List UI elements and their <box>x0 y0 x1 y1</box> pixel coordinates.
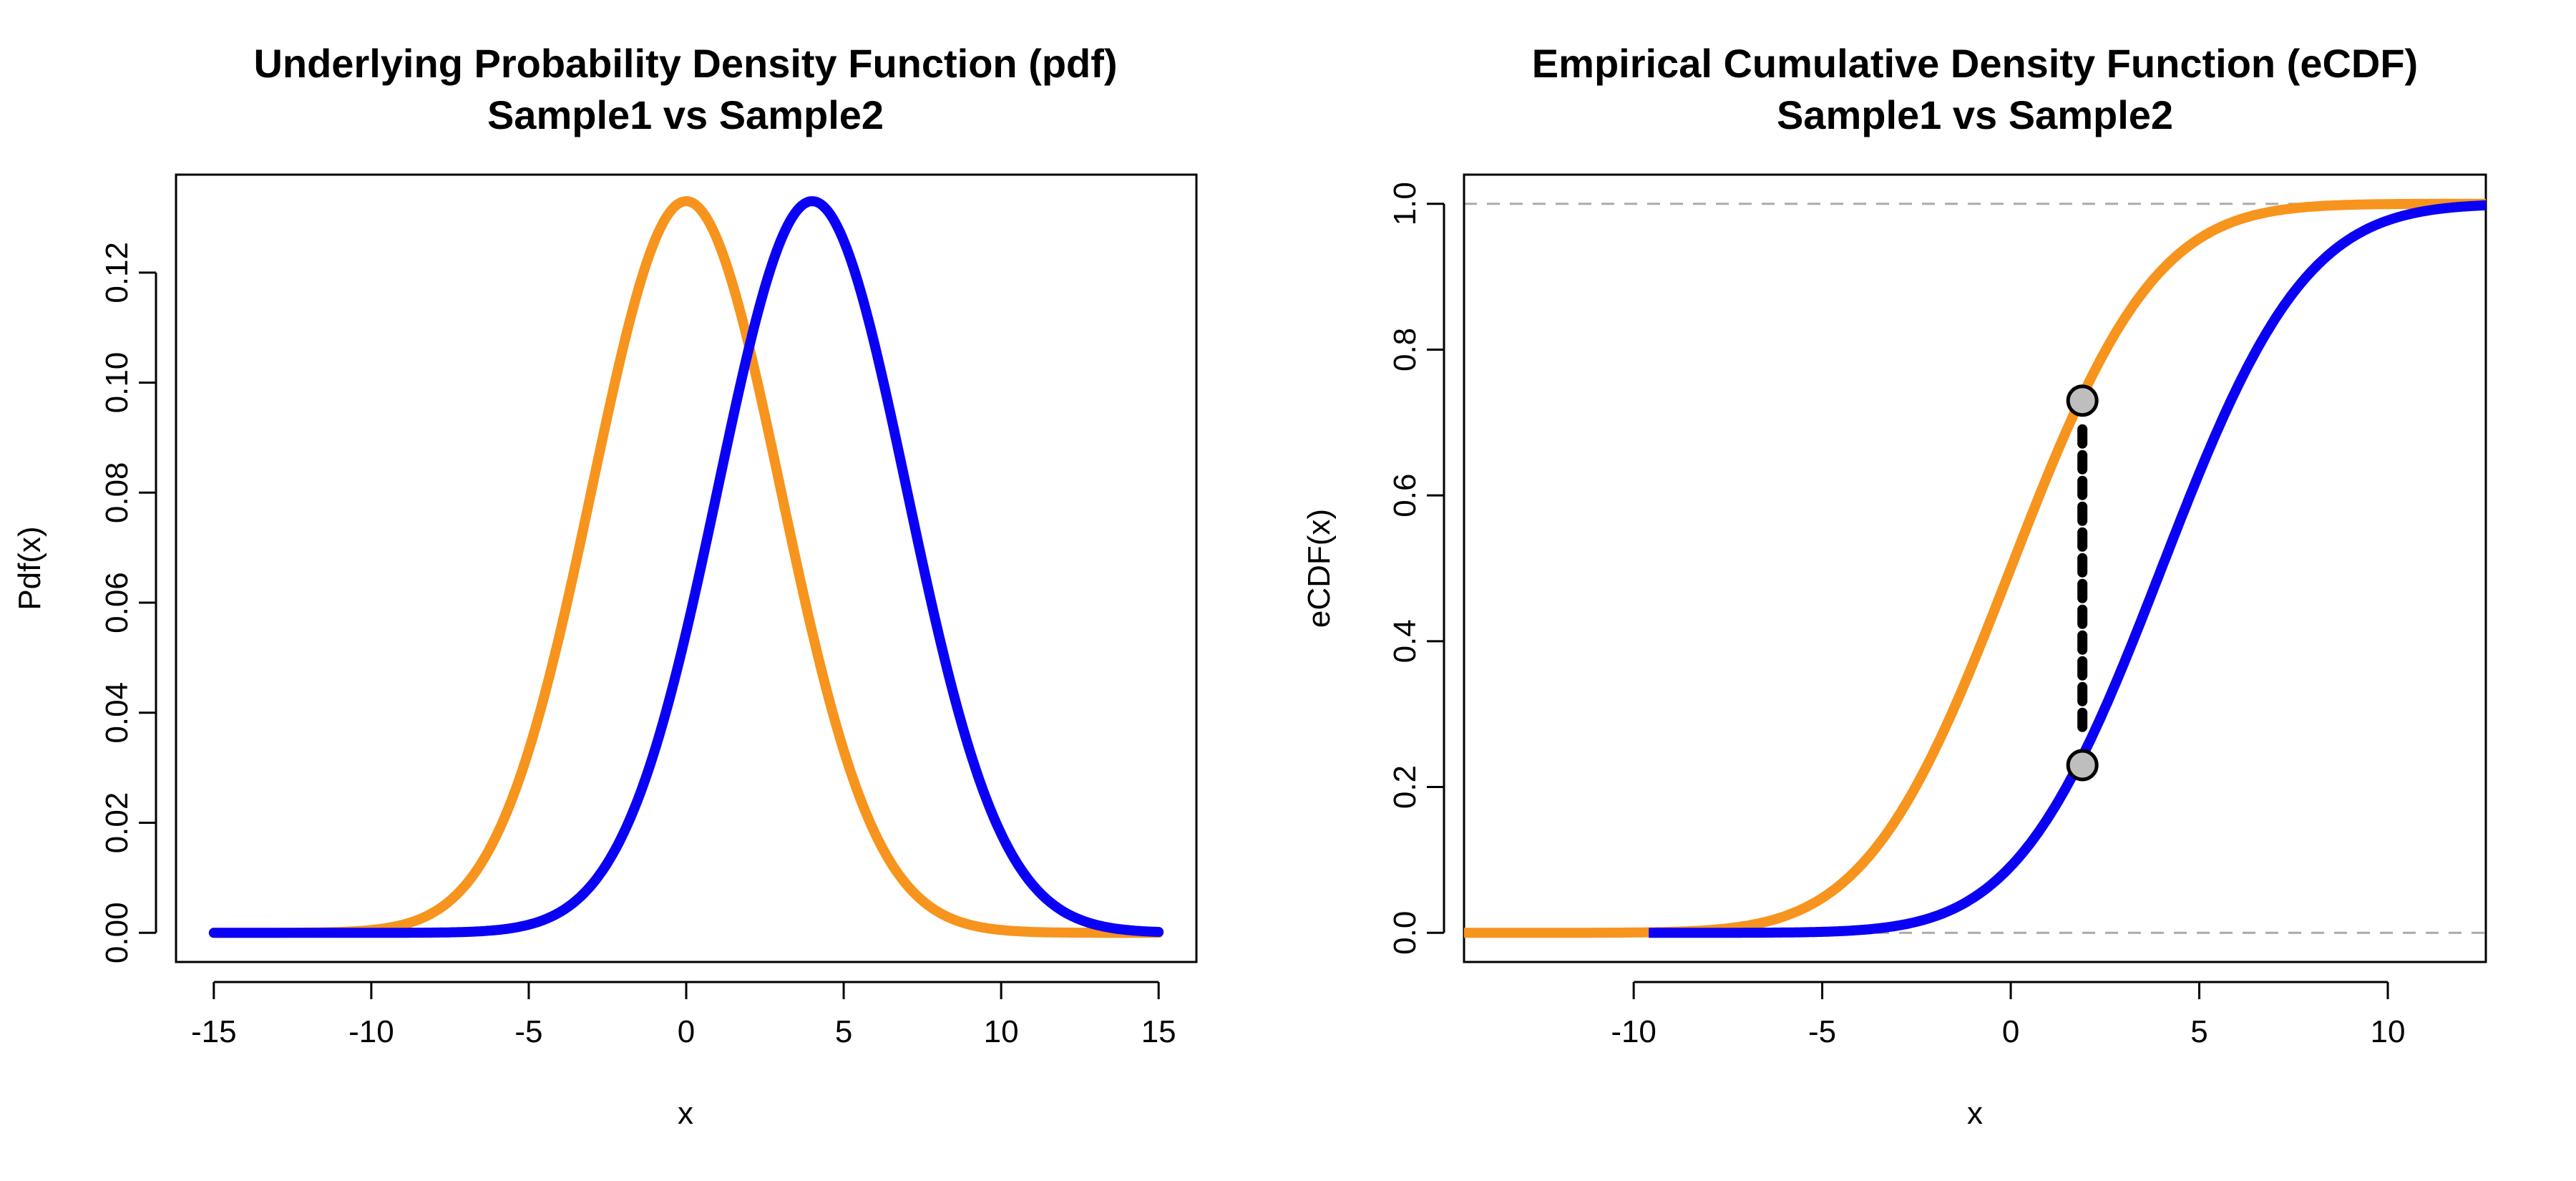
ecdf-y-tick-label: 0.4 <box>1387 619 1423 663</box>
ecdf-y-tick-label: 0.0 <box>1387 911 1423 955</box>
ks-marker-bottom <box>2066 749 2099 782</box>
pdf-y-tick-label: 0.02 <box>99 792 135 854</box>
ecdf-x-tick-label: 10 <box>2371 1014 2406 1049</box>
ecdf-title-line2: Sample1 vs Sample2 <box>1777 92 2173 137</box>
ecdf-series-sample2 <box>1646 200 2489 938</box>
pdf-x-tick-label: 15 <box>1141 1014 1176 1049</box>
ecdf-x-tick-label: 5 <box>2190 1014 2207 1049</box>
pdf-x-tick-label: -15 <box>191 1014 237 1049</box>
ecdf-y-tick-label: 0.8 <box>1387 328 1423 371</box>
ecdf-y-tick-label: 0.2 <box>1387 765 1423 809</box>
pdf-x-tick-label: 5 <box>835 1014 852 1049</box>
ks-marker-top <box>2066 384 2099 417</box>
pdf-y-tick-label: 0.08 <box>99 462 135 523</box>
pdf-series-sample1 <box>208 196 1164 938</box>
pdf-y-tick-label: 0.06 <box>99 572 135 633</box>
pdf-y-axis-label: Pdf(x) <box>12 526 47 610</box>
ecdf-plot-frame <box>1463 173 2487 963</box>
ecdf-series-sample1 <box>1461 198 2489 938</box>
ecdf-title-line1: Empirical Cumulative Density Function (e… <box>1532 41 2418 86</box>
pdf-x-tick-label: 0 <box>678 1014 695 1049</box>
ecdf-x-tick-label: -10 <box>1611 1014 1657 1049</box>
pdf-x-tick-label: -10 <box>348 1014 394 1049</box>
pdf-x-tick-label: -5 <box>514 1014 542 1049</box>
pdf-x-axis: -15 -10 -5 0 5 10 15 <box>191 981 1176 1049</box>
ecdf-reference-lines <box>1464 203 2486 934</box>
pdf-series-sample2 <box>208 196 1164 938</box>
pdf-y-tick-label: 0.04 <box>99 682 135 744</box>
ecdf-x-axis-label: x <box>1967 1096 1983 1131</box>
ecdf-y-tick-label: 0.6 <box>1387 474 1423 517</box>
pdf-y-tick-label: 0.10 <box>99 352 135 414</box>
pdf-y-tick-label: 0.12 <box>99 242 135 303</box>
pdf-title-line2: Sample1 vs Sample2 <box>487 92 884 137</box>
ecdf-y-axis-label: eCDF(x) <box>1302 509 1337 628</box>
pdf-x-tick-label: 10 <box>984 1014 1019 1049</box>
ecdf-x-tick-label: 0 <box>2002 1014 2019 1049</box>
pdf-series <box>208 196 1164 938</box>
pdf-y-axis: 0.00 0.02 0.04 0.06 0.08 0.10 0.12 <box>99 242 157 963</box>
ecdf-x-axis: -10 -5 0 5 10 <box>1611 981 2406 1049</box>
ecdf-series <box>1461 198 2489 938</box>
pdf-plot-frame <box>175 173 1198 963</box>
pdf-y-tick-label: 0.00 <box>99 902 135 963</box>
ecdf-x-tick-label: -5 <box>1808 1014 1836 1049</box>
ks-distance <box>2066 384 2099 782</box>
ecdf-y-tick-label: 1.0 <box>1387 182 1423 225</box>
pdf-x-axis-label: x <box>678 1096 693 1131</box>
pdf-panel: Underlying Probability Density Function … <box>12 41 1198 1131</box>
ecdf-y-axis: 0.0 0.2 0.4 0.6 0.8 1.0 <box>1387 182 1445 955</box>
ecdf-panel: Empirical Cumulative Density Function (e… <box>1302 41 2489 1131</box>
pdf-title-line1: Underlying Probability Density Function … <box>253 41 1117 86</box>
